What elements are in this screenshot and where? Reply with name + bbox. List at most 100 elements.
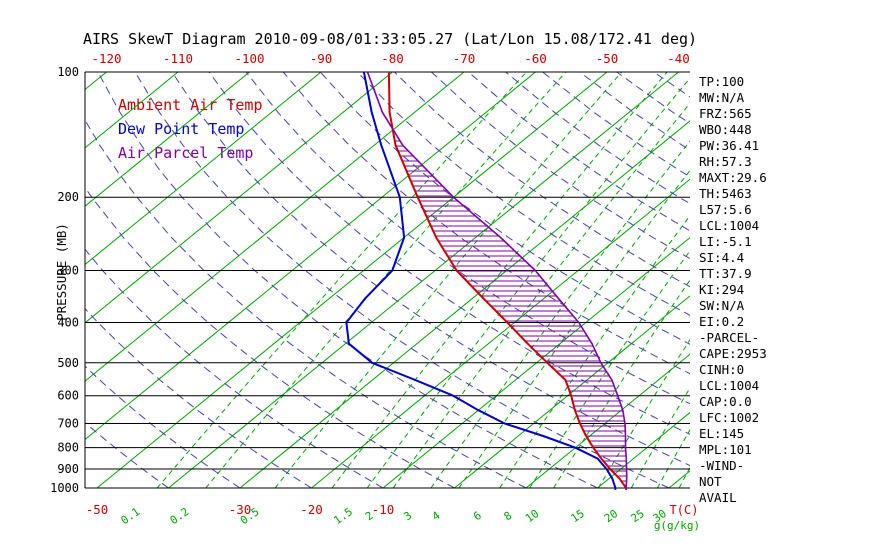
- pressure-tick-label: 300: [57, 263, 79, 277]
- stat-line: L57:5.6: [699, 202, 752, 217]
- top-temp-label: -100: [234, 51, 264, 66]
- mixing-ratio-label: 3: [401, 509, 414, 523]
- stat-line: CINH:0: [699, 362, 745, 377]
- isotherm-line: [0, 72, 35, 488]
- stat-line: CAPE:2953: [699, 346, 767, 361]
- dry-adiabat-line: [468, 72, 690, 232]
- stat-line: RH:57.3: [699, 154, 752, 169]
- legend: Ambient Air Temp Dew Point Temp Air Parcel…: [118, 96, 263, 168]
- stat-line: LCL:1004: [699, 378, 760, 393]
- stat-line: EI:0.2: [699, 314, 745, 329]
- dry-adiabat-line: [282, 72, 690, 375]
- mixing-ratio-label: 8: [502, 509, 515, 523]
- dry-adiabat-line: [356, 72, 690, 316]
- stat-line: AVAIL: [699, 490, 737, 505]
- top-temp-label: -120: [91, 51, 121, 66]
- pressure-axis-title: PRESSURE (MB): [54, 223, 69, 321]
- pressure-tick-label: 100: [57, 65, 79, 79]
- temp-unit-label: T(C): [670, 503, 699, 517]
- mixing-ratio-label: 20: [602, 507, 620, 525]
- stat-line: SI:4.4: [699, 250, 745, 265]
- isotherm-line: [525, 353, 690, 488]
- pressure-tick-label: 800: [57, 441, 79, 455]
- mixing-ratio-label: 0.2: [168, 505, 192, 527]
- mixing-ratio-line: [392, 102, 690, 488]
- mixing-ratio-line: [656, 428, 690, 488]
- mixing-ratio-unit-label: g(g/kg): [654, 519, 700, 532]
- stat-line: LCL:1004: [699, 218, 760, 233]
- isotherm-line: [85, 72, 465, 382]
- stat-line: EL:145: [699, 426, 745, 441]
- stat-line: PW:36.41: [699, 138, 760, 153]
- mixing-ratio-label: 0.1: [119, 505, 143, 527]
- parcel-curve: [366, 72, 628, 490]
- stats-panel: TP:100 MW:N/A FRZ:565 WBO:448 PW:36.41 RH:57.…: [699, 74, 767, 506]
- stat-line: MW:N/A: [699, 90, 745, 105]
- dry-adiabat-line: [505, 72, 690, 205]
- mixing-ratio-label: 10: [523, 507, 541, 525]
- dewpoint-curve: [345, 72, 617, 490]
- top-temp-label: -80: [381, 51, 404, 66]
- isotherm-line: [382, 236, 690, 488]
- stat-line: NOT: [699, 474, 722, 489]
- bottom-temp-label: -50: [86, 502, 109, 517]
- stat-line: FRZ:565: [699, 106, 752, 121]
- dry-adiabat-line: [85, 307, 312, 488]
- isotherm-line: [85, 72, 322, 266]
- pressure-tick-label: 600: [57, 389, 79, 403]
- dry-adiabat-line: [85, 365, 241, 488]
- isotherm-line: [85, 72, 250, 207]
- isotherm-line: [454, 295, 690, 488]
- pressure-tick-label: 200: [57, 190, 79, 204]
- pressure-tick-label: 700: [57, 417, 79, 431]
- isotherm-line: [168, 72, 679, 488]
- mixing-ratio-label: 6: [471, 509, 484, 523]
- pressure-tick-label: 400: [57, 315, 79, 329]
- dry-adiabat-line: [85, 421, 169, 488]
- stat-line: -WIND-: [699, 458, 745, 473]
- stat-line: KI:294: [699, 282, 745, 297]
- isotherm-line: [85, 72, 179, 149]
- stat-line: LFC:1002: [699, 410, 760, 425]
- bottom-temp-label: -10: [372, 502, 395, 517]
- sounding-curves: [345, 72, 628, 490]
- mixing-ratio-line: [597, 338, 690, 488]
- stat-line: WBO:448: [699, 122, 752, 137]
- dry-adiabat-line: [394, 72, 690, 288]
- isotherm-line: [597, 411, 690, 488]
- dry-adiabat-line: [85, 119, 527, 488]
- chart-title: AIRS SkewT Diagram 2010-09-08/01:33:05.2…: [82, 30, 698, 48]
- mixing-ratio-line: [529, 249, 690, 488]
- mixing-ratio-label: 4: [430, 509, 443, 524]
- top-temp-label: -40: [667, 51, 690, 66]
- stat-line: CAP:0.0: [699, 394, 752, 409]
- dry-adiabat-line: [245, 72, 690, 405]
- stat-line: TH:5463: [699, 186, 752, 201]
- stat-line: MAXT:29.6: [699, 170, 767, 185]
- top-temp-label: -50: [596, 51, 619, 66]
- stat-line: TT:37.9: [699, 266, 752, 281]
- top-temp-label: -110: [163, 51, 193, 66]
- top-temp-label: -90: [310, 51, 333, 66]
- mixing-ratio-label: 15: [569, 507, 587, 525]
- mixing-ratio-line: [630, 386, 690, 488]
- top-temp-label: -70: [453, 51, 476, 66]
- mixing-ratio-label: 30: [651, 507, 669, 525]
- mixing-ratio-label: 1.5: [331, 505, 355, 527]
- ambient-curve: [387, 72, 628, 490]
- stat-line: MPL:101: [699, 442, 752, 457]
- mixing-ratio-label: 25: [629, 507, 647, 525]
- pressure-tick-label: 500: [57, 356, 79, 370]
- pressure-tick-label: 900: [57, 462, 79, 476]
- dry-adiabat-line: [85, 186, 455, 488]
- mixing-ratio-line: [553, 279, 690, 488]
- bottom-temp-label: -30: [229, 502, 252, 517]
- isotherm-line: [85, 72, 536, 441]
- isotherm-line: [85, 72, 393, 324]
- legend-item: Air Parcel Temp: [118, 144, 254, 162]
- stat-line: TP:100: [699, 74, 745, 89]
- stat-line: -PARCEL-: [699, 330, 760, 345]
- legend-item: Ambient Air Temp: [118, 96, 263, 114]
- top-temp-label: -60: [524, 51, 547, 66]
